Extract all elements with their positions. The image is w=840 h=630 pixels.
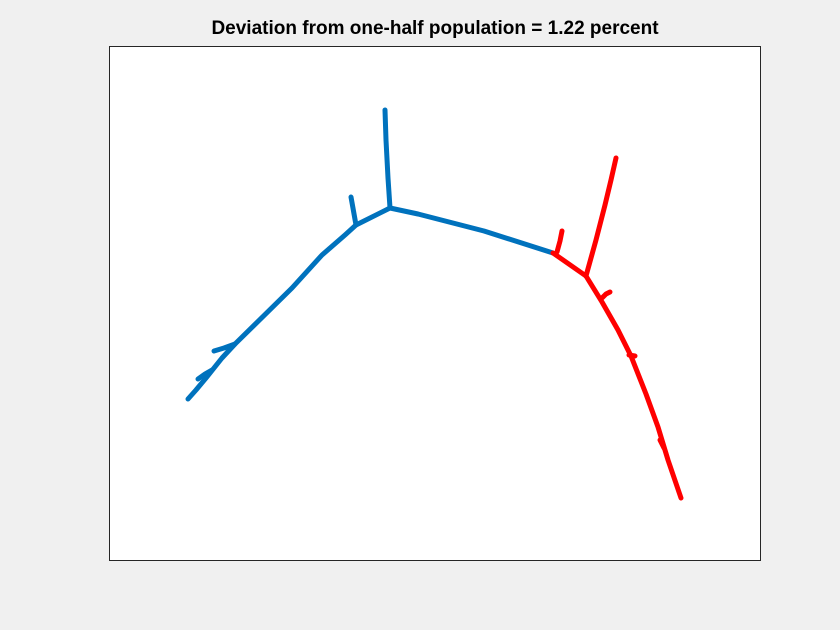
branch-red-upper-branch — [583, 155, 619, 279]
branch-red-tick-1 — [626, 352, 638, 359]
branch-blue-lower-spur-1 — [211, 341, 238, 354]
branch-blue-upper-spur — [382, 107, 393, 211]
branch-blue-lower-spur-2 — [195, 367, 215, 382]
branch-main-blue — [185, 205, 556, 402]
series-blue — [185, 107, 556, 402]
plot-title: Deviation from one-half population = 1.2… — [211, 18, 659, 39]
branch-blue-left-spur — [348, 194, 359, 228]
branch-red-small-spur — [599, 289, 613, 301]
branch-red-left-spur — [554, 228, 565, 255]
axes-box — [109, 46, 761, 561]
series-red — [550, 155, 684, 501]
branch-red-lower-branch — [583, 273, 684, 501]
branch-red-tick-2 — [657, 437, 667, 451]
branch-red-junction-link — [550, 250, 589, 279]
